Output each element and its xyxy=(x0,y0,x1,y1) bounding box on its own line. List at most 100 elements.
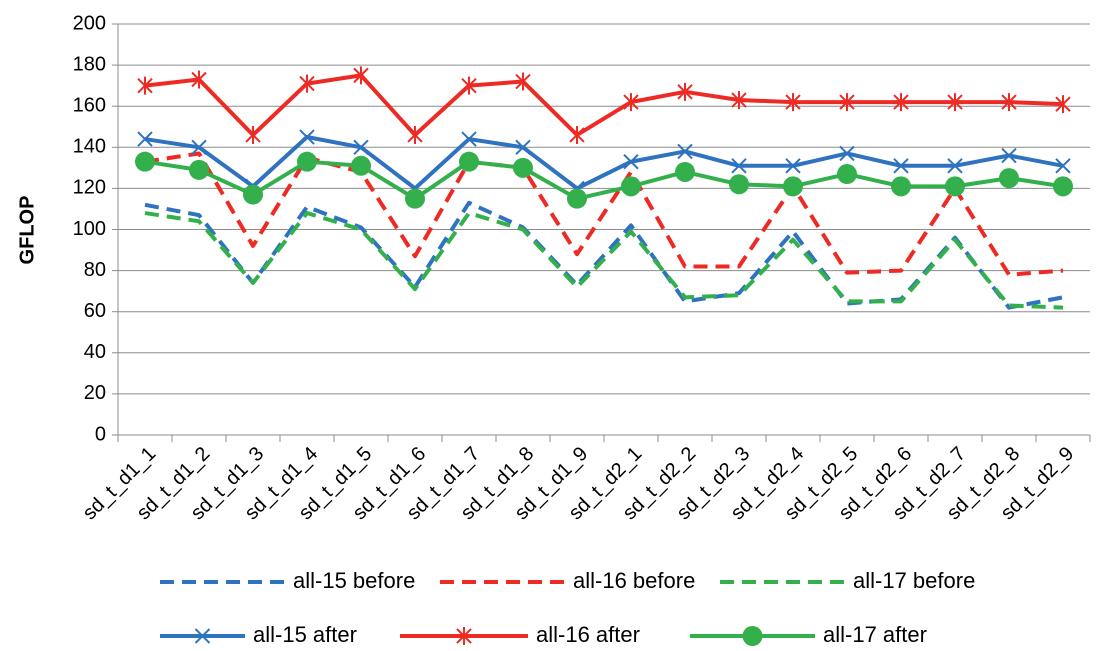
point-marker xyxy=(893,93,909,112)
marker-shape xyxy=(893,158,909,174)
point-marker xyxy=(677,143,693,160)
series-line xyxy=(144,73,1064,137)
point-marker xyxy=(461,131,477,147)
marker-shape xyxy=(567,188,587,209)
marker-shape xyxy=(461,76,477,95)
point-marker xyxy=(623,153,639,170)
point-marker xyxy=(297,151,317,172)
point-marker xyxy=(1055,95,1071,114)
y-tick-label: 20 xyxy=(84,382,106,404)
marker-shape xyxy=(731,158,747,174)
y-axis-title: GFLOP xyxy=(16,196,38,265)
marker-shape xyxy=(783,176,803,197)
marker-shape xyxy=(891,176,911,197)
point-marker xyxy=(675,161,695,182)
point-marker xyxy=(351,155,371,176)
marker-shape xyxy=(945,176,965,197)
point-marker xyxy=(513,157,533,178)
marker-shape xyxy=(461,131,477,147)
point-marker xyxy=(135,151,155,172)
point-marker xyxy=(742,626,763,646)
marker-shape xyxy=(515,139,531,156)
marker-shape xyxy=(405,188,425,209)
marker-shape xyxy=(839,93,855,112)
legend-label: all-16 before xyxy=(573,568,695,593)
marker-shape xyxy=(839,145,855,162)
marker-shape xyxy=(137,76,153,95)
legend-label: all-17 before xyxy=(853,568,975,593)
point-marker xyxy=(515,72,531,91)
marker-shape xyxy=(1001,147,1017,164)
point-marker xyxy=(839,145,855,162)
legend-label: all-15 after xyxy=(253,622,357,647)
point-marker xyxy=(999,168,1019,189)
series-line xyxy=(144,135,1064,191)
point-marker xyxy=(137,76,153,95)
y-tick-label: 60 xyxy=(84,300,106,322)
marker-shape xyxy=(245,125,261,144)
marker-shape xyxy=(299,74,315,93)
point-marker xyxy=(1053,176,1073,197)
point-marker xyxy=(461,76,477,95)
marker-shape xyxy=(515,72,531,91)
point-marker xyxy=(731,158,747,174)
y-tick-label: 160 xyxy=(73,94,106,116)
point-marker xyxy=(353,66,369,85)
marker-shape xyxy=(407,125,423,144)
marker-shape xyxy=(1053,176,1073,197)
point-marker xyxy=(137,131,153,147)
point-marker xyxy=(1001,93,1017,112)
marker-shape xyxy=(569,125,585,144)
marker-shape xyxy=(1055,158,1071,174)
point-marker xyxy=(194,628,211,644)
marker-shape xyxy=(191,139,207,156)
marker-shape xyxy=(731,91,747,110)
y-tick-label: 140 xyxy=(73,136,106,158)
point-marker xyxy=(623,93,639,112)
marker-shape xyxy=(297,151,317,172)
marker-shape xyxy=(194,628,211,644)
marker-shape xyxy=(459,151,479,172)
point-marker xyxy=(837,164,857,185)
point-marker xyxy=(569,125,585,144)
marker-shape xyxy=(785,158,801,174)
marker-shape xyxy=(456,627,472,645)
point-marker xyxy=(243,184,263,205)
marker-shape xyxy=(677,143,693,160)
point-marker xyxy=(245,125,261,144)
marker-shape xyxy=(729,174,749,195)
marker-shape xyxy=(243,184,263,205)
point-marker xyxy=(945,176,965,197)
point-marker xyxy=(731,91,747,110)
series-line xyxy=(144,200,1064,310)
point-marker xyxy=(405,188,425,209)
marker-shape xyxy=(191,70,207,89)
marker-shape xyxy=(351,155,371,176)
marker-shape xyxy=(742,626,763,646)
point-marker xyxy=(299,74,315,93)
marker-shape xyxy=(299,129,315,145)
marker-shape xyxy=(893,93,909,112)
marker-shape xyxy=(623,153,639,170)
marker-shape xyxy=(947,93,963,112)
series-line xyxy=(144,211,1064,310)
marker-shape xyxy=(999,168,1019,189)
point-marker xyxy=(785,158,801,174)
y-tick-label: 100 xyxy=(73,218,106,240)
point-marker xyxy=(1055,158,1071,174)
marker-shape xyxy=(837,164,857,185)
marker-shape xyxy=(1001,93,1017,112)
y-tick-label: 200 xyxy=(73,12,106,34)
point-marker xyxy=(839,93,855,112)
point-marker xyxy=(947,158,963,174)
legend-label: all-17 after xyxy=(823,622,927,647)
point-marker xyxy=(191,139,207,156)
marker-shape xyxy=(947,158,963,174)
marker-shape xyxy=(785,93,801,112)
point-marker xyxy=(515,139,531,156)
point-marker xyxy=(947,93,963,112)
point-marker xyxy=(459,151,479,172)
point-marker xyxy=(407,125,423,144)
marker-shape xyxy=(513,157,533,178)
